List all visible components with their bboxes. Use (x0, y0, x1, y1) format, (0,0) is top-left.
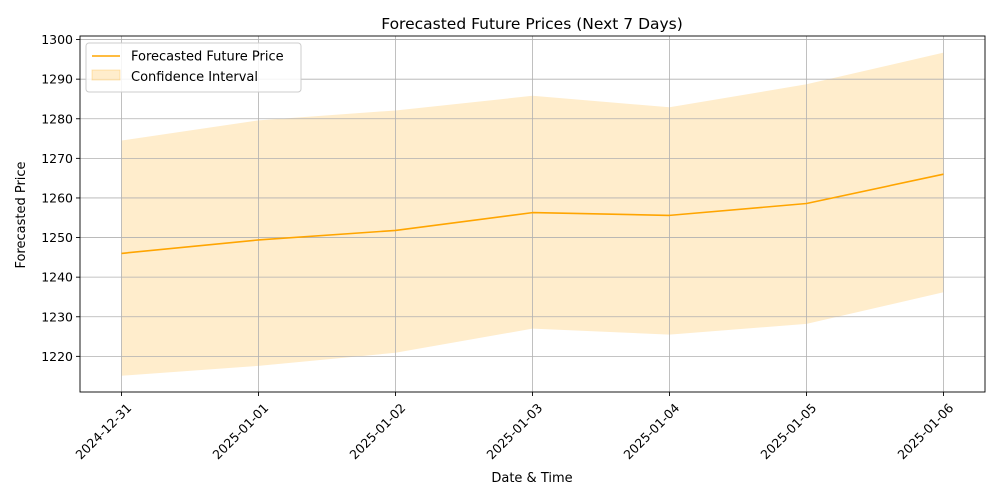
legend-band-swatch (91, 69, 121, 81)
y-tick-label: 1300 (41, 32, 73, 47)
y-tick-label: 1260 (41, 190, 73, 205)
y-axis-label: Forecasted Price (14, 161, 29, 268)
legend-label-confidence: Confidence Interval (131, 70, 258, 85)
y-tick-label: 1290 (41, 72, 73, 87)
y-tick-label: 1240 (41, 270, 73, 285)
x-axis-label: Date & Time (491, 471, 572, 486)
chart-title: Forecasted Future Prices (Next 7 Days) (381, 15, 683, 33)
legend: Forecasted Future Price Confidence Interv… (85, 42, 302, 93)
y-tick-label: 1230 (41, 309, 73, 324)
y-tick-label: 1270 (41, 151, 73, 166)
y-tick-label: 1280 (41, 111, 73, 126)
legend-box (85, 42, 302, 93)
forecast-line (121, 173, 944, 255)
legend-label-forecast: Forecasted Future Price (131, 50, 284, 65)
y-tick-label: 1250 (41, 230, 73, 245)
y-tick-label: 1220 (41, 349, 73, 364)
